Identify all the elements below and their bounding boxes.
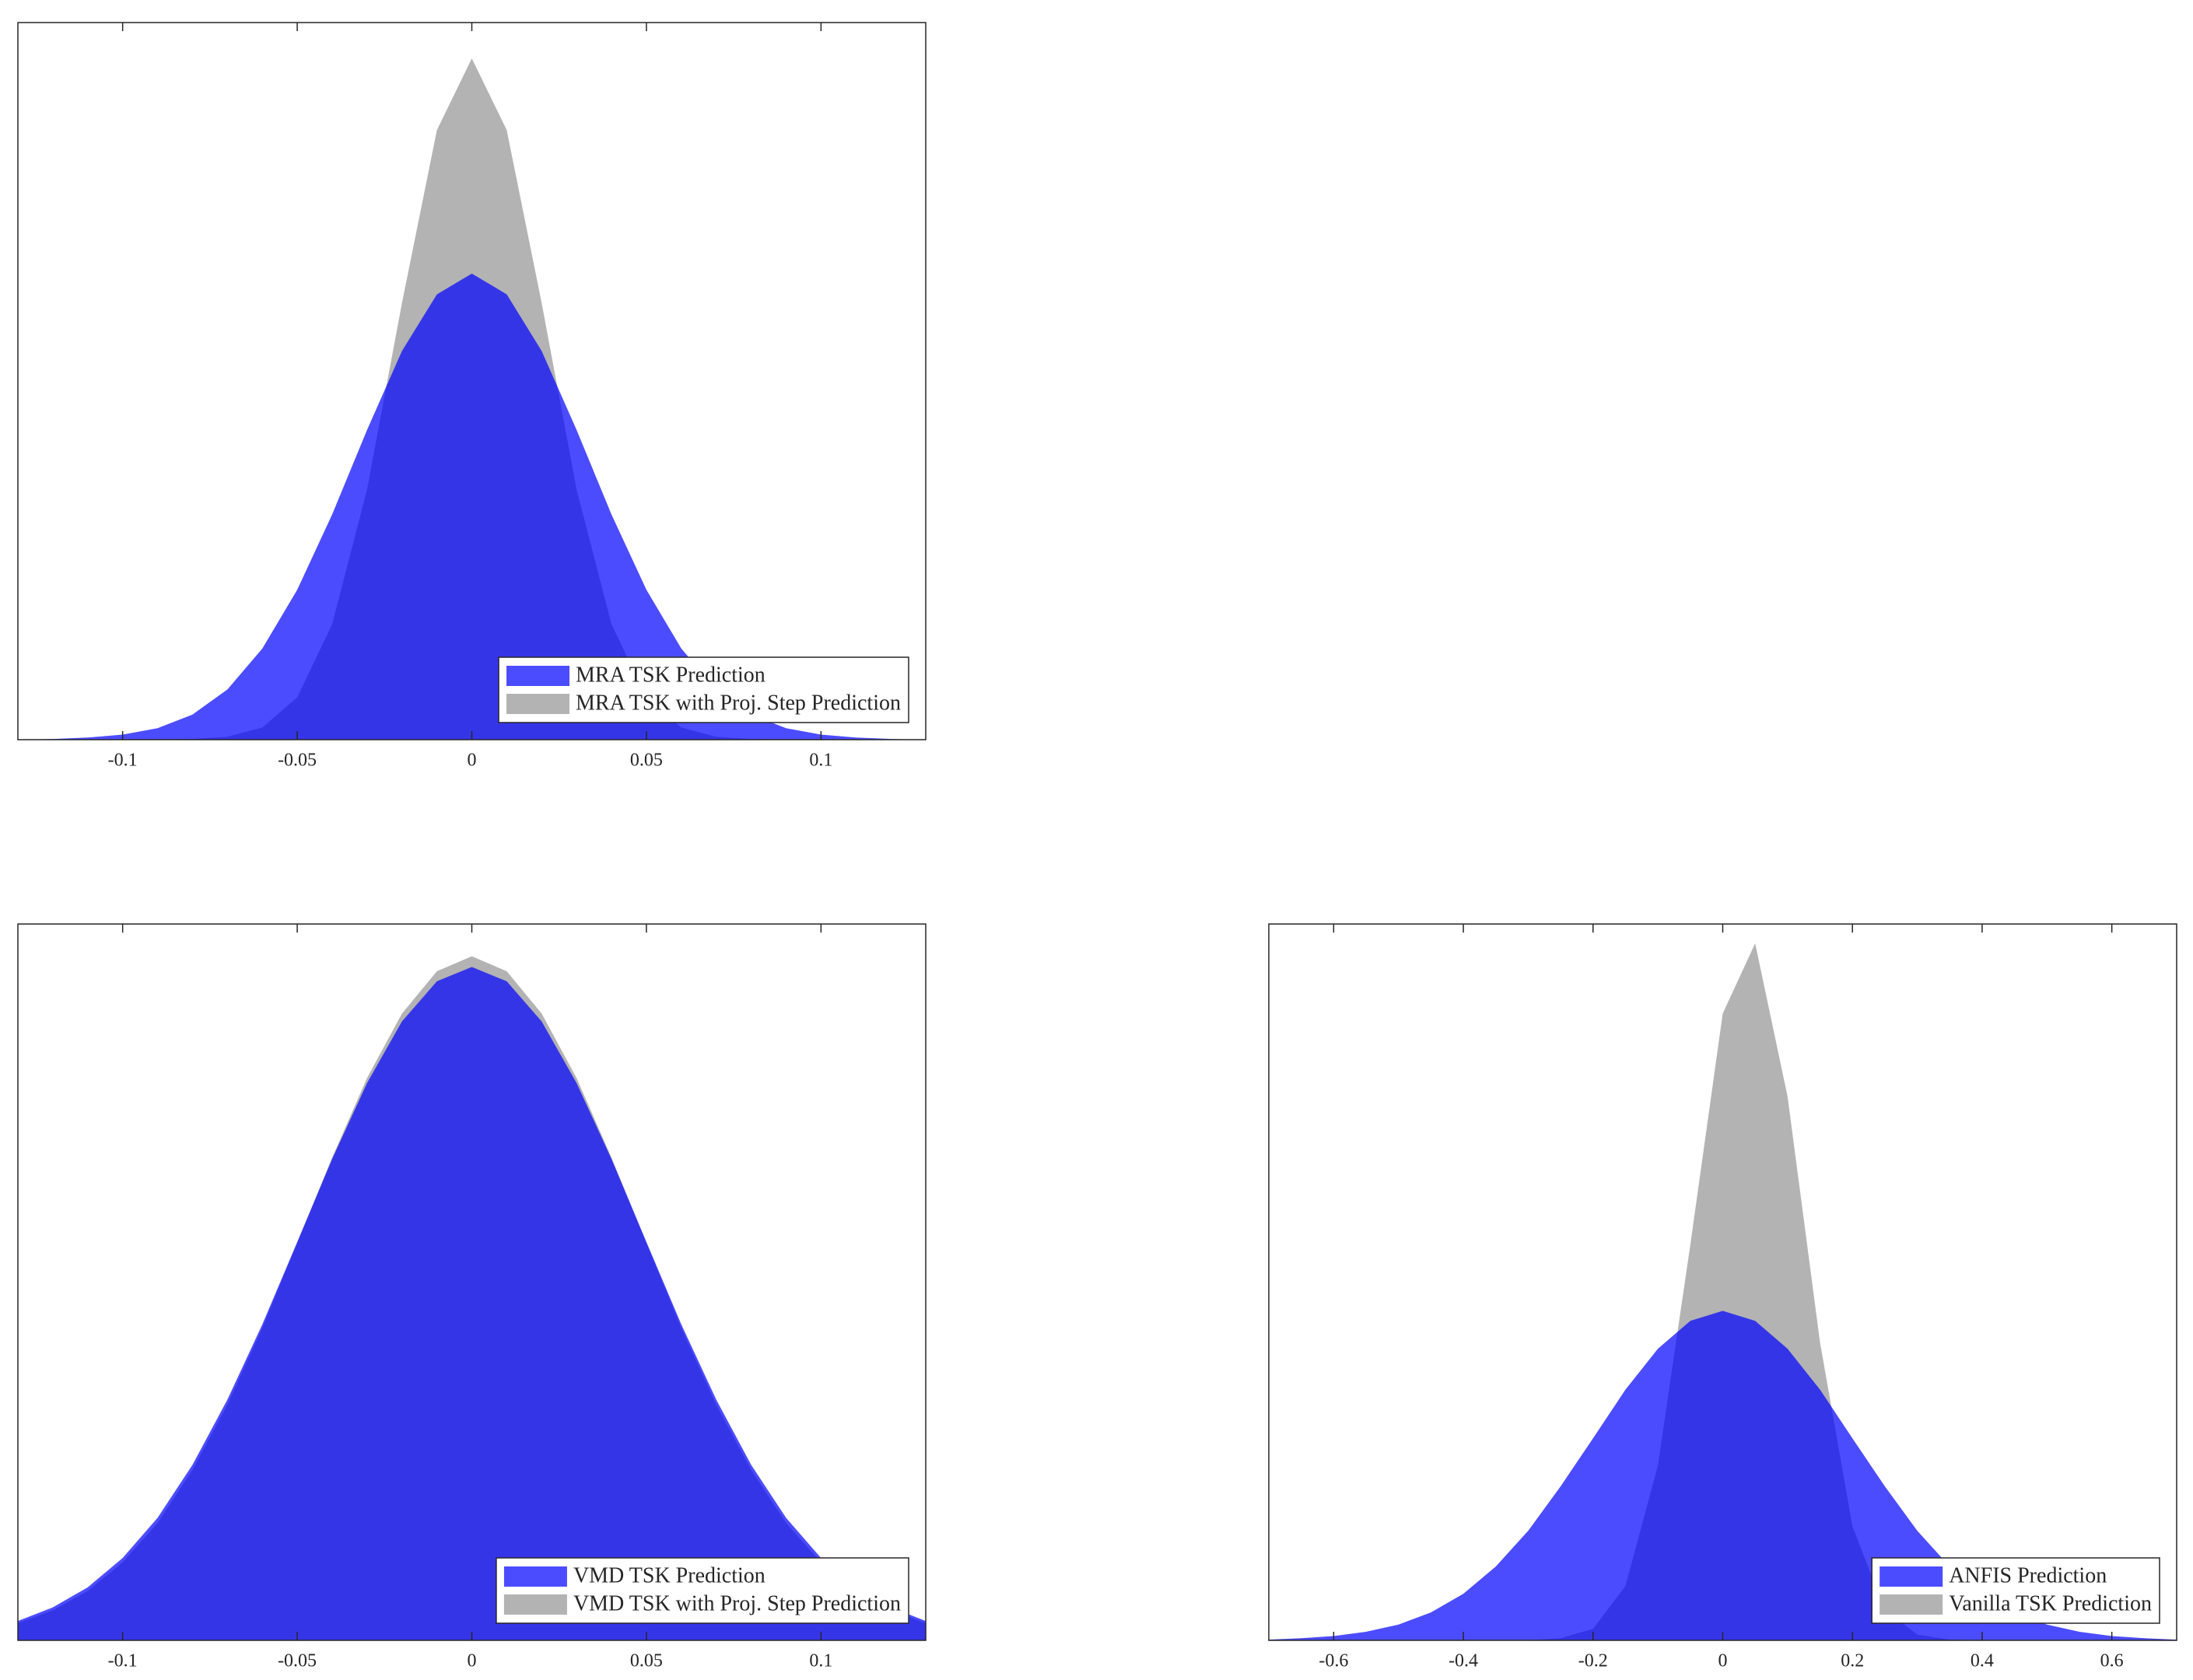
legend-label: VMD TSK Prediction bbox=[573, 1563, 765, 1587]
x-tick-label: -0.2 bbox=[1578, 1651, 1608, 1671]
x-tick-label: -0.05 bbox=[278, 1651, 317, 1671]
legend-swatch bbox=[506, 666, 570, 686]
legend-swatch bbox=[503, 1566, 567, 1587]
legend-label: VMD TSK with Proj. Step Prediction bbox=[573, 1591, 901, 1615]
legend-label: Vanilla TSK Prediction bbox=[1949, 1591, 2152, 1615]
legend-label: MRA TSK Prediction bbox=[576, 663, 765, 687]
density-area bbox=[18, 273, 926, 740]
x-tick-label: 0.4 bbox=[1971, 1651, 1994, 1671]
legend-label: MRA TSK with Proj. Step Prediction bbox=[576, 691, 901, 715]
x-tick-label: 0.1 bbox=[809, 751, 832, 771]
x-tick-label: -0.1 bbox=[108, 751, 138, 771]
x-tick-label: -0.4 bbox=[1449, 1651, 1478, 1671]
x-tick-label: 0.05 bbox=[630, 751, 663, 771]
legend-swatch bbox=[1879, 1594, 1943, 1615]
x-tick-label: 0.1 bbox=[809, 1651, 832, 1671]
density-area bbox=[18, 967, 926, 1640]
legend-label: ANFIS Prediction bbox=[1949, 1563, 2107, 1587]
x-tick-label: -0.1 bbox=[108, 1651, 138, 1671]
x-tick-label: -0.05 bbox=[278, 751, 317, 771]
chart: -0.6 -0.4 -0.2 0 0.2 0.4 0.6 ANFIS Prediction Va… bbox=[1268, 923, 2177, 1671]
x-tick-label: 0.6 bbox=[2100, 1651, 2124, 1671]
density-area bbox=[1269, 1311, 2177, 1640]
x-tick-label: 0 bbox=[468, 751, 477, 771]
x-tick-label: 0 bbox=[1718, 1651, 1728, 1671]
x-tick-label: -0.6 bbox=[1319, 1651, 1348, 1671]
legend: VMD TSK Prediction VMD TSK with Proj. Ste… bbox=[496, 1557, 909, 1624]
density-area bbox=[1269, 943, 2177, 1640]
legend-swatch bbox=[503, 1594, 567, 1615]
legend-swatch bbox=[506, 694, 570, 714]
legend-swatch bbox=[1879, 1566, 1943, 1587]
x-tick-label: 0.05 bbox=[630, 1651, 663, 1671]
legend: MRA TSK Prediction MRA TSK with Proj. Ste… bbox=[498, 656, 909, 723]
x-tick-label: 0.2 bbox=[1841, 1651, 1864, 1671]
x-tick-label: 0 bbox=[468, 1651, 477, 1671]
legend: ANFIS Prediction Vanilla TSK Prediction bbox=[1871, 1557, 2160, 1624]
